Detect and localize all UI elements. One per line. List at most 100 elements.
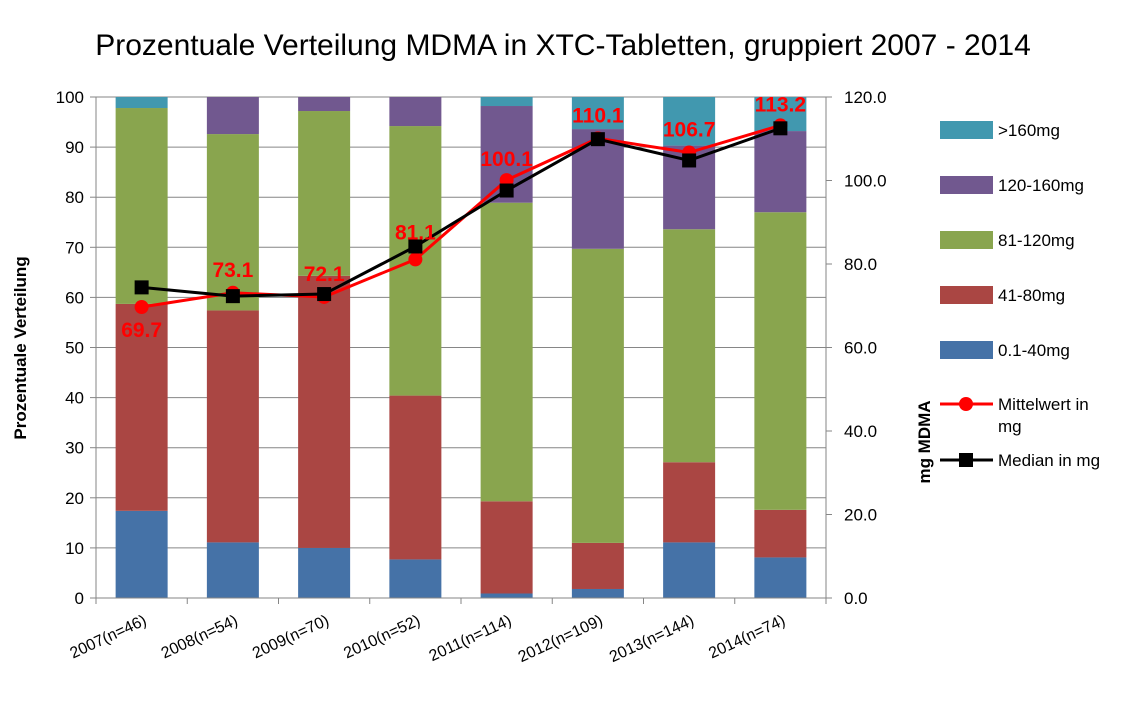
bar-segment bbox=[480, 97, 533, 107]
legend-label-line: Mittelwert in bbox=[998, 395, 1089, 414]
y-left-tick-label: 80 bbox=[65, 188, 84, 207]
bar-segment bbox=[206, 97, 259, 135]
bar-segment bbox=[480, 501, 533, 594]
bar-segment bbox=[298, 97, 351, 112]
y-axis-right-title: mg MDMA bbox=[915, 400, 934, 483]
legend-label: 0.1-40mg bbox=[998, 341, 1070, 360]
bar-segment bbox=[663, 542, 716, 598]
y-left-tick-label: 20 bbox=[65, 489, 84, 508]
y-axis-right-ticks: 0.0 20.0 40.0 60.0 80.0 100.0 120.0 bbox=[844, 88, 887, 608]
data-label: 69.7 bbox=[121, 319, 162, 342]
bar-segment bbox=[389, 395, 442, 560]
data-label: 100.1 bbox=[480, 148, 533, 171]
y-axis-left-title: Prozentuale Verteilung bbox=[11, 256, 30, 439]
x-axis-ticks: 2007(n=46) 2008(n=54) 2009(n=70) 2010(n=52)… bbox=[68, 612, 789, 666]
y-axis-left-ticks: 0 10 20 30 40 50 60 70 80 90 100 bbox=[56, 88, 84, 608]
y-left-tick-label: 90 bbox=[65, 138, 84, 157]
legend: >160mg 120-160mg 81-120mg 41-80mg 0.1-40mg Mi… bbox=[940, 121, 1100, 470]
y-left-tick-label: 30 bbox=[65, 439, 84, 458]
legend-label: 81-120mg bbox=[998, 231, 1075, 250]
x-tick-label: 2014(n=74) bbox=[706, 612, 788, 662]
y-right-tick-label: 0.0 bbox=[844, 589, 868, 608]
bar-segment bbox=[571, 97, 624, 130]
legend-label: Median in mg bbox=[998, 451, 1100, 470]
x-tick-label: 2007(n=46) bbox=[68, 612, 150, 662]
bar-segment bbox=[298, 547, 351, 598]
x-tick-label: 2011(n=114) bbox=[427, 612, 515, 665]
line-point bbox=[773, 121, 788, 136]
line-point bbox=[317, 287, 332, 302]
y-left-tick-label: 50 bbox=[65, 339, 84, 358]
gridlines bbox=[96, 96, 826, 599]
y-right-tick-label: 80.0 bbox=[844, 255, 877, 274]
axes bbox=[90, 96, 832, 604]
data-label: 73.1 bbox=[212, 259, 253, 282]
legend-swatch bbox=[940, 231, 993, 249]
data-label: 110.1 bbox=[572, 104, 624, 127]
bar-segment bbox=[754, 212, 807, 510]
bar-segment bbox=[389, 97, 442, 127]
bar-segment bbox=[663, 97, 716, 146]
bar-segment bbox=[480, 202, 533, 502]
bar-segment bbox=[389, 559, 442, 598]
bar-segment bbox=[115, 510, 168, 598]
line-point bbox=[590, 132, 605, 147]
legend-label: >160mg bbox=[998, 121, 1060, 140]
y-right-tick-label: 20.0 bbox=[844, 506, 877, 525]
bar-segment bbox=[754, 131, 807, 213]
line-point bbox=[682, 153, 697, 168]
lines bbox=[134, 118, 788, 315]
bar-segment bbox=[206, 542, 259, 598]
legend-swatch bbox=[940, 176, 993, 194]
y-right-tick-label: 100.0 bbox=[844, 172, 887, 191]
y-left-tick-label: 100 bbox=[56, 88, 84, 107]
bar-segment bbox=[480, 593, 533, 598]
y-left-tick-label: 0 bbox=[75, 589, 84, 608]
bar-segment bbox=[754, 557, 807, 598]
bar-segment bbox=[206, 134, 259, 311]
bar-segment bbox=[115, 97, 168, 109]
bar-segment bbox=[115, 108, 168, 304]
legend-label: 120-160mg bbox=[998, 176, 1084, 195]
bar-segment bbox=[115, 303, 168, 511]
data-label: 113.2 bbox=[755, 93, 806, 116]
y-right-tick-label: 60.0 bbox=[844, 339, 877, 358]
line-point bbox=[408, 239, 423, 254]
data-label: 72.1 bbox=[304, 263, 345, 286]
x-tick-label: 2012(n=109) bbox=[516, 612, 606, 666]
x-tick-label: 2013(n=144) bbox=[607, 612, 697, 666]
line-point bbox=[408, 252, 423, 267]
legend-swatch bbox=[940, 121, 993, 139]
y-right-tick-label: 120.0 bbox=[844, 88, 887, 107]
bar-segment bbox=[754, 509, 807, 558]
legend-swatch bbox=[940, 286, 993, 304]
bar-segment bbox=[298, 275, 351, 548]
series-line bbox=[141, 126, 781, 298]
line-point bbox=[499, 183, 514, 198]
bar-segment bbox=[663, 229, 716, 463]
legend-marker bbox=[959, 453, 973, 467]
bar-segment bbox=[663, 462, 716, 543]
y-left-tick-label: 40 bbox=[65, 389, 84, 408]
data-label: 106.7 bbox=[663, 119, 716, 142]
legend-marker bbox=[959, 397, 973, 411]
legend-label: Mittelwert in mg bbox=[998, 395, 1089, 436]
chart-title: Prozentuale Verteilung MDMA in XTC-Table… bbox=[95, 29, 1031, 62]
line-point bbox=[225, 289, 240, 304]
x-tick-label: 2010(n=52) bbox=[341, 612, 423, 662]
data-label: 81.1 bbox=[395, 221, 436, 244]
y-left-tick-label: 60 bbox=[65, 288, 84, 307]
bar-segment bbox=[571, 588, 624, 598]
line-point bbox=[134, 300, 149, 315]
bar-segment bbox=[571, 248, 624, 543]
legend-label-line: mg bbox=[998, 417, 1022, 436]
legend-swatch bbox=[940, 341, 993, 359]
line-point bbox=[134, 280, 149, 295]
bar-segment bbox=[298, 111, 351, 276]
x-tick-label: 2009(n=70) bbox=[250, 612, 332, 662]
y-right-tick-label: 40.0 bbox=[844, 422, 877, 441]
y-left-tick-label: 70 bbox=[65, 238, 84, 257]
legend-label: 41-80mg bbox=[998, 286, 1065, 305]
bar-segment bbox=[571, 542, 624, 589]
